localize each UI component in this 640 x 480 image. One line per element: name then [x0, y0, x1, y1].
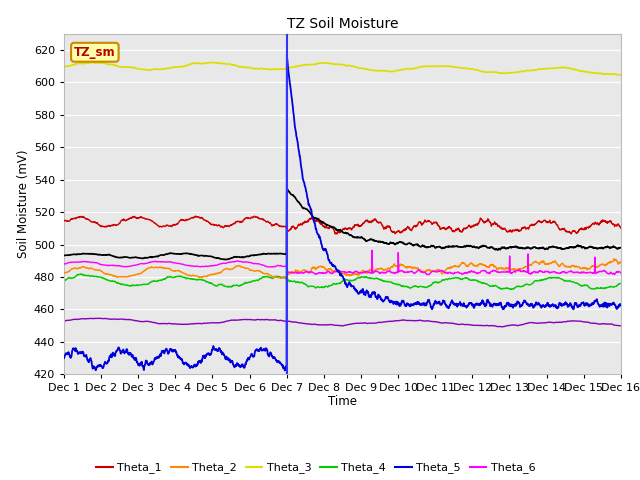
Title: TZ Soil Moisture: TZ Soil Moisture [287, 17, 398, 31]
Text: TZ_sm: TZ_sm [74, 46, 116, 59]
X-axis label: Time: Time [328, 395, 357, 408]
Y-axis label: Soil Moisture (mV): Soil Moisture (mV) [17, 150, 29, 258]
